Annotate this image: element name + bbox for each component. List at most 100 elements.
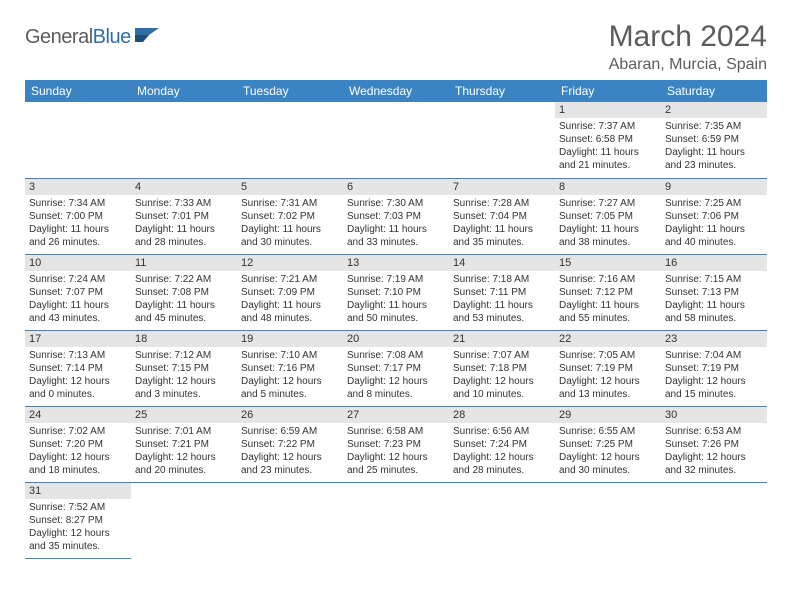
daylight-line: Daylight: 12 hours and 10 minutes. <box>453 375 551 401</box>
day-number: 11 <box>131 255 237 271</box>
day-details: Sunrise: 7:10 AMSunset: 7:16 PMDaylight:… <box>237 347 343 405</box>
sunrise-line: Sunrise: 6:56 AM <box>453 425 551 438</box>
day-details: Sunrise: 7:19 AMSunset: 7:10 PMDaylight:… <box>343 271 449 329</box>
calendar-week-row: 10Sunrise: 7:24 AMSunset: 7:07 PMDayligh… <box>25 254 767 330</box>
sunset-line: Sunset: 7:18 PM <box>453 362 551 375</box>
brand-logo: GeneralBlue <box>25 26 161 49</box>
daylight-line: Daylight: 11 hours and 48 minutes. <box>241 299 339 325</box>
sunrise-line: Sunrise: 7:30 AM <box>347 197 445 210</box>
sunrise-line: Sunrise: 7:24 AM <box>29 273 127 286</box>
calendar-cell <box>131 482 237 558</box>
daylight-line: Daylight: 11 hours and 28 minutes. <box>135 223 233 249</box>
sunset-line: Sunset: 7:25 PM <box>559 438 657 451</box>
day-number: 26 <box>237 407 343 423</box>
day-number: 14 <box>449 255 555 271</box>
day-details: Sunrise: 7:05 AMSunset: 7:19 PMDaylight:… <box>555 347 661 405</box>
daylight-line: Daylight: 11 hours and 38 minutes. <box>559 223 657 249</box>
day-details: Sunrise: 7:22 AMSunset: 7:08 PMDaylight:… <box>131 271 237 329</box>
sunset-line: Sunset: 7:12 PM <box>559 286 657 299</box>
sunset-line: Sunset: 7:26 PM <box>665 438 763 451</box>
weekday-header: Sunday <box>25 80 131 102</box>
day-details: Sunrise: 7:28 AMSunset: 7:04 PMDaylight:… <box>449 195 555 253</box>
calendar-cell <box>449 482 555 558</box>
sunset-line: Sunset: 7:09 PM <box>241 286 339 299</box>
daylight-line: Daylight: 11 hours and 23 minutes. <box>665 146 763 172</box>
calendar-cell: 25Sunrise: 7:01 AMSunset: 7:21 PMDayligh… <box>131 406 237 482</box>
weekday-header: Thursday <box>449 80 555 102</box>
sunrise-line: Sunrise: 7:28 AM <box>453 197 551 210</box>
calendar-cell <box>343 482 449 558</box>
daylight-line: Daylight: 11 hours and 50 minutes. <box>347 299 445 325</box>
daylight-line: Daylight: 12 hours and 28 minutes. <box>453 451 551 477</box>
brand-part1: General <box>25 26 93 48</box>
sunset-line: Sunset: 7:08 PM <box>135 286 233 299</box>
day-details: Sunrise: 6:53 AMSunset: 7:26 PMDaylight:… <box>661 423 767 481</box>
sunset-line: Sunset: 7:16 PM <box>241 362 339 375</box>
daylight-line: Daylight: 12 hours and 32 minutes. <box>665 451 763 477</box>
day-details: Sunrise: 7:15 AMSunset: 7:13 PMDaylight:… <box>661 271 767 329</box>
daylight-line: Daylight: 12 hours and 25 minutes. <box>347 451 445 477</box>
sunrise-line: Sunrise: 7:33 AM <box>135 197 233 210</box>
calendar-cell: 10Sunrise: 7:24 AMSunset: 7:07 PMDayligh… <box>25 254 131 330</box>
day-number: 31 <box>25 483 131 499</box>
weekday-header: Friday <box>555 80 661 102</box>
sunrise-line: Sunrise: 7:34 AM <box>29 197 127 210</box>
sunset-line: Sunset: 7:17 PM <box>347 362 445 375</box>
calendar-cell: 5Sunrise: 7:31 AMSunset: 7:02 PMDaylight… <box>237 178 343 254</box>
day-number: 18 <box>131 331 237 347</box>
sunset-line: Sunset: 7:11 PM <box>453 286 551 299</box>
daylight-line: Daylight: 12 hours and 0 minutes. <box>29 375 127 401</box>
sunset-line: Sunset: 7:07 PM <box>29 286 127 299</box>
calendar-cell: 11Sunrise: 7:22 AMSunset: 7:08 PMDayligh… <box>131 254 237 330</box>
brand-part2: Blue <box>93 26 131 48</box>
day-details: Sunrise: 7:04 AMSunset: 7:19 PMDaylight:… <box>661 347 767 405</box>
sunrise-line: Sunrise: 7:19 AM <box>347 273 445 286</box>
day-number: 24 <box>25 407 131 423</box>
calendar-cell: 7Sunrise: 7:28 AMSunset: 7:04 PMDaylight… <box>449 178 555 254</box>
sunrise-line: Sunrise: 7:22 AM <box>135 273 233 286</box>
sunset-line: Sunset: 7:03 PM <box>347 210 445 223</box>
weekday-header: Monday <box>131 80 237 102</box>
day-number: 17 <box>25 331 131 347</box>
daylight-line: Daylight: 11 hours and 40 minutes. <box>665 223 763 249</box>
flag-icon <box>135 26 161 49</box>
sunset-line: Sunset: 7:14 PM <box>29 362 127 375</box>
day-details: Sunrise: 7:35 AMSunset: 6:59 PMDaylight:… <box>661 118 767 176</box>
sunrise-line: Sunrise: 7:13 AM <box>29 349 127 362</box>
sunrise-line: Sunrise: 7:27 AM <box>559 197 657 210</box>
day-number: 23 <box>661 331 767 347</box>
sunrise-line: Sunrise: 7:31 AM <box>241 197 339 210</box>
day-details: Sunrise: 6:55 AMSunset: 7:25 PMDaylight:… <box>555 423 661 481</box>
calendar-cell <box>555 482 661 558</box>
daylight-line: Daylight: 12 hours and 20 minutes. <box>135 451 233 477</box>
sunrise-line: Sunrise: 6:59 AM <box>241 425 339 438</box>
weekday-header: Wednesday <box>343 80 449 102</box>
weekday-header: Tuesday <box>237 80 343 102</box>
sunset-line: Sunset: 7:05 PM <box>559 210 657 223</box>
daylight-line: Daylight: 11 hours and 33 minutes. <box>347 223 445 249</box>
day-details: Sunrise: 7:21 AMSunset: 7:09 PMDaylight:… <box>237 271 343 329</box>
sunrise-line: Sunrise: 7:07 AM <box>453 349 551 362</box>
sunset-line: Sunset: 7:04 PM <box>453 210 551 223</box>
day-number: 28 <box>449 407 555 423</box>
day-number: 25 <box>131 407 237 423</box>
day-number: 6 <box>343 179 449 195</box>
calendar-cell <box>237 482 343 558</box>
day-details: Sunrise: 6:56 AMSunset: 7:24 PMDaylight:… <box>449 423 555 481</box>
sunset-line: Sunset: 7:15 PM <box>135 362 233 375</box>
sunrise-line: Sunrise: 7:12 AM <box>135 349 233 362</box>
day-number: 9 <box>661 179 767 195</box>
calendar-cell: 27Sunrise: 6:58 AMSunset: 7:23 PMDayligh… <box>343 406 449 482</box>
day-number: 29 <box>555 407 661 423</box>
calendar-cell: 17 Sunrise: 7:13 AMSunset: 7:14 PMDayligh… <box>25 330 131 406</box>
sunrise-line: Sunrise: 7:52 AM <box>29 501 127 514</box>
calendar-cell: 12Sunrise: 7:21 AMSunset: 7:09 PMDayligh… <box>237 254 343 330</box>
day-details: Sunrise: 7:01 AMSunset: 7:21 PMDaylight:… <box>131 423 237 481</box>
calendar-cell: 18Sunrise: 7:12 AMSunset: 7:15 PMDayligh… <box>131 330 237 406</box>
day-details: Sunrise: 7:25 AMSunset: 7:06 PMDaylight:… <box>661 195 767 253</box>
sunset-line: Sunset: 6:59 PM <box>665 133 763 146</box>
sunrise-line: Sunrise: 7:18 AM <box>453 273 551 286</box>
sunset-line: Sunset: 7:01 PM <box>135 210 233 223</box>
daylight-line: Daylight: 12 hours and 13 minutes. <box>559 375 657 401</box>
day-details: Sunrise: 7:02 AMSunset: 7:20 PMDaylight:… <box>25 423 131 481</box>
